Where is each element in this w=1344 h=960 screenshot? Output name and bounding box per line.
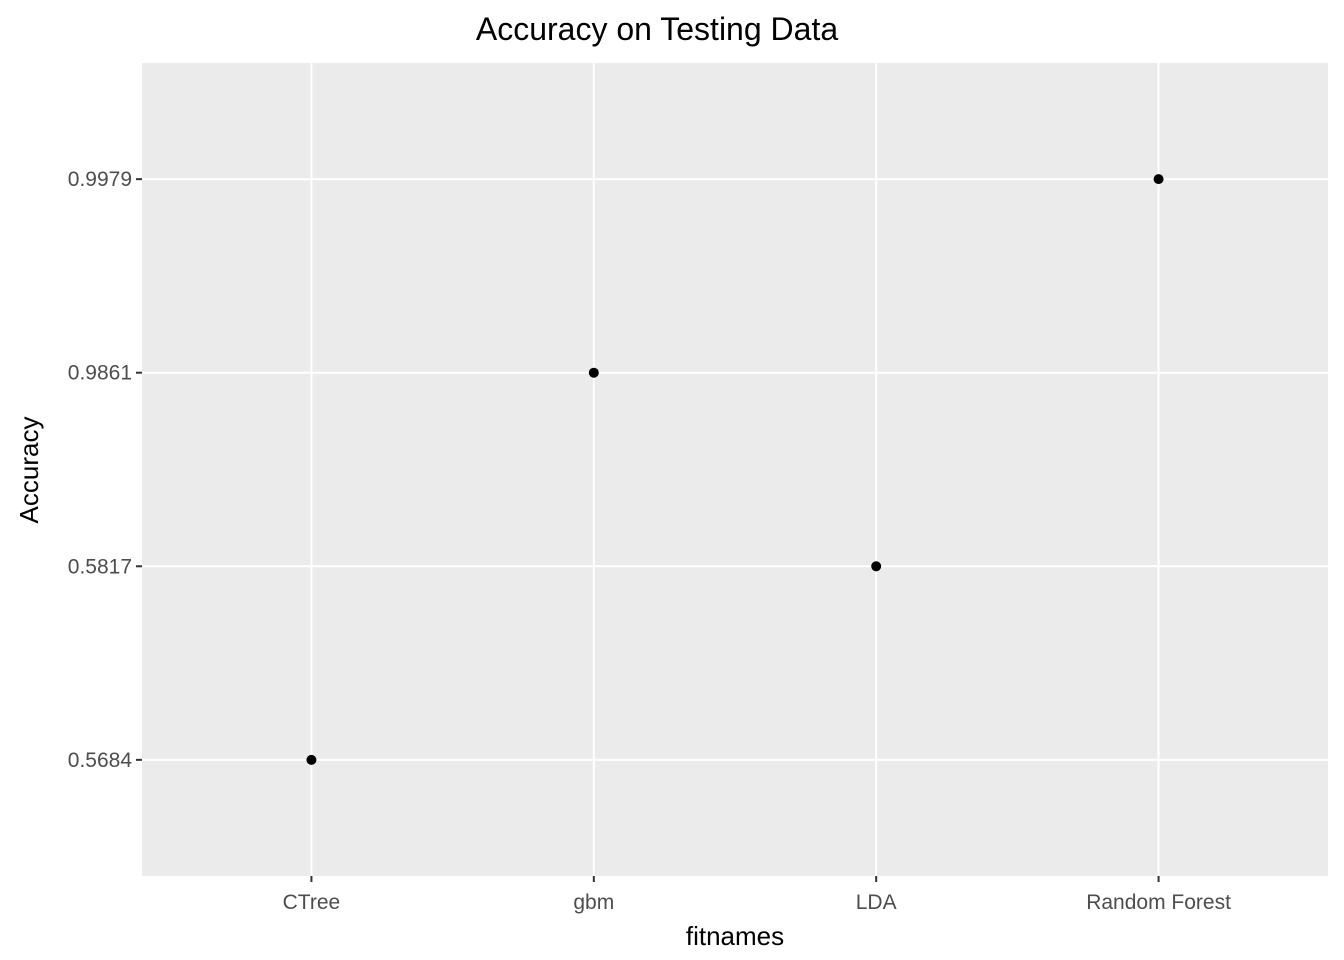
y-tick-label: 0.5684 bbox=[68, 749, 133, 772]
x-tick-labels: CTree gbm LDA Random Forest bbox=[283, 891, 1231, 914]
axis-ticks bbox=[136, 178, 1160, 882]
x-axis-title: fitnames bbox=[686, 921, 784, 951]
data-point bbox=[306, 754, 317, 765]
x-tick-label: gbm bbox=[573, 891, 614, 914]
y-tick-label: 0.9979 bbox=[68, 168, 132, 191]
plot-panel bbox=[142, 63, 1328, 876]
data-point bbox=[588, 367, 599, 378]
chart-title: Accuracy on Testing Data bbox=[476, 11, 838, 47]
data-point bbox=[1153, 174, 1164, 185]
y-tick-label: 0.9861 bbox=[68, 362, 132, 385]
x-tick-label: Random Forest bbox=[1086, 891, 1231, 914]
x-tick-label: CTree bbox=[283, 891, 341, 914]
y-axis-title: Accuracy bbox=[14, 417, 44, 524]
data-point bbox=[871, 561, 882, 572]
y-tick-label: 0.5817 bbox=[68, 555, 132, 578]
grid-lines bbox=[142, 63, 1328, 876]
y-tick-labels: 0.5684 0.5817 0.9861 0.9979 bbox=[68, 168, 133, 772]
data-points bbox=[306, 174, 1164, 765]
x-tick-label: LDA bbox=[856, 891, 897, 914]
